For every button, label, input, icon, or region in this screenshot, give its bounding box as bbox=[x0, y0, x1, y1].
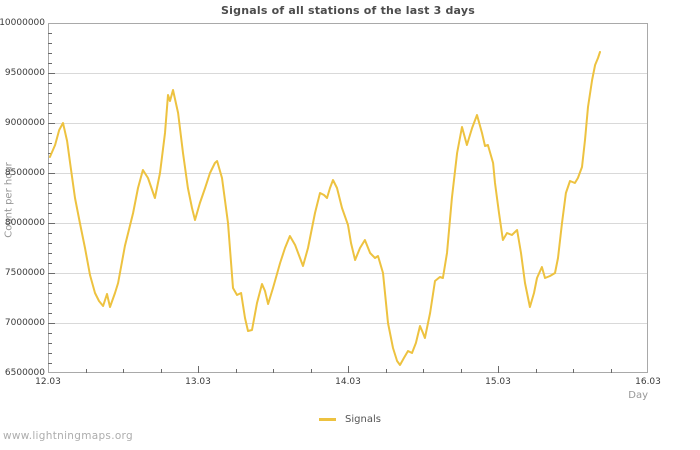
y-tick-label: 8500000 bbox=[4, 167, 45, 178]
x-tick-label: 14.03 bbox=[335, 377, 361, 387]
x-tick-label: 16.03 bbox=[635, 377, 661, 387]
x-tick-label: 15.03 bbox=[485, 377, 511, 387]
legend-label: Signals bbox=[345, 413, 381, 425]
legend-line-swatch bbox=[319, 417, 337, 421]
y-tick-label: 9500000 bbox=[4, 67, 45, 78]
y-tick-label: 8000000 bbox=[4, 217, 45, 228]
legend: Signals bbox=[0, 412, 700, 426]
y-tick-label: 9000000 bbox=[4, 117, 45, 128]
signals-series-line bbox=[48, 51, 601, 366]
y-tick-label: 10000000 bbox=[0, 17, 45, 28]
watermark: www.lightningmaps.org bbox=[3, 430, 133, 442]
chart-title: Signals of all stations of the last 3 da… bbox=[221, 4, 475, 17]
x-tick-label: 12.03 bbox=[35, 377, 61, 387]
y-tick-label: 7000000 bbox=[4, 317, 45, 328]
y-tick-label: 7500000 bbox=[4, 267, 45, 278]
plot-border bbox=[48, 23, 648, 373]
x-axis-label: Day bbox=[628, 390, 648, 401]
x-tick-label: 13.03 bbox=[185, 377, 211, 387]
y-tick-label: 6500000 bbox=[4, 367, 45, 378]
